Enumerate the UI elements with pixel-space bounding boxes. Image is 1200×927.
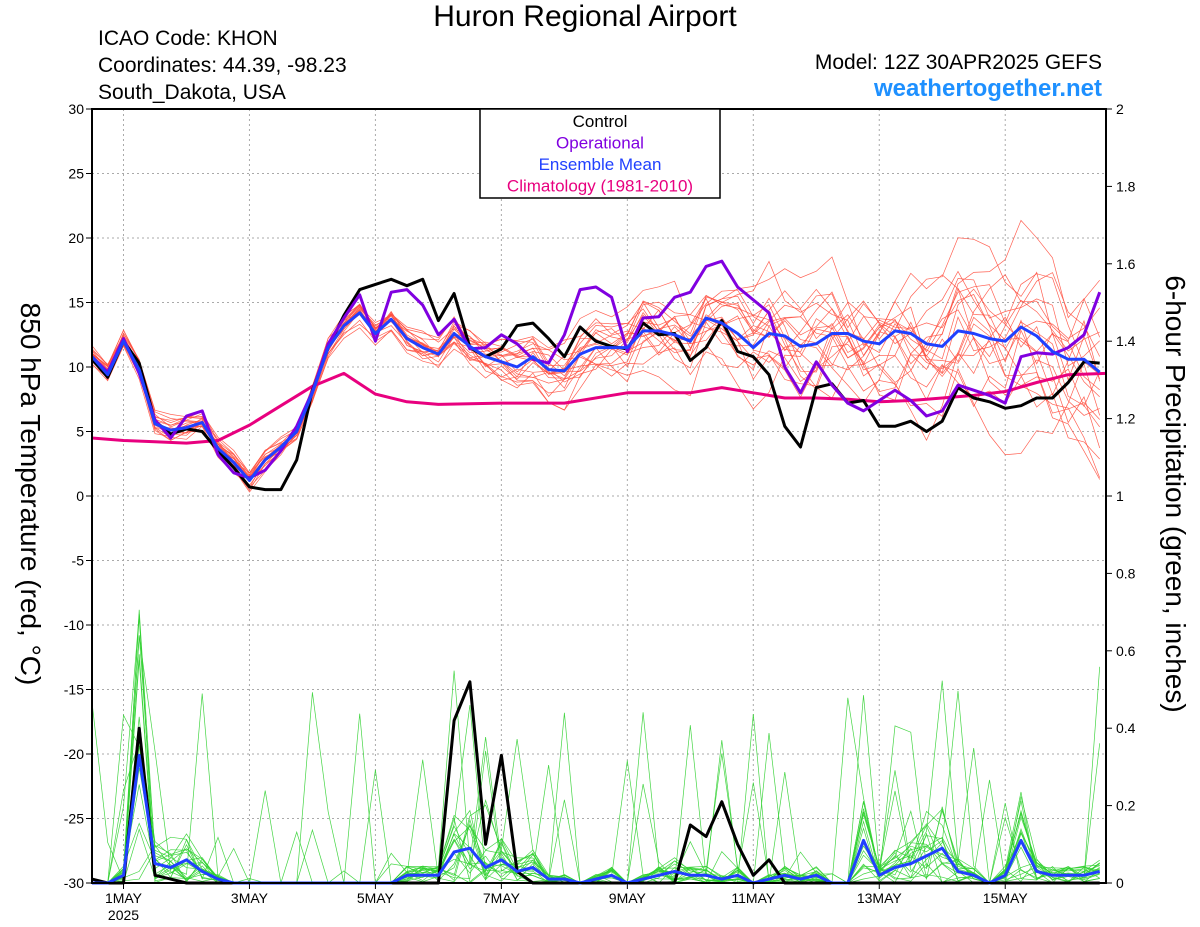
y2-tick-label: 0	[1116, 875, 1124, 891]
y-tick-label: -15	[64, 682, 84, 698]
x-tick-label: 13MAY	[857, 890, 903, 906]
ensemble-member-temp-line	[91, 272, 1100, 482]
y2-tick-label: 0.4	[1116, 720, 1136, 736]
x-tick-label: 3MAY	[231, 890, 269, 906]
ensemble-member-precip-line	[92, 670, 1100, 884]
y-tick-label: -10	[64, 617, 84, 633]
y2-tick-label: 1	[1116, 488, 1124, 504]
ensemble-member-temp-line	[91, 296, 1101, 480]
legend-entry: Control	[573, 112, 628, 131]
ensemble-member-precip-line	[92, 635, 1100, 884]
y2-tick-label: 0.2	[1116, 798, 1136, 814]
axis-ticks: 302520151050-5-10-15-20-25-3021.81.61.41…	[64, 101, 1136, 923]
y2-tick-label: 0.8	[1116, 565, 1136, 581]
coordinates-label: Coordinates: 44.39, -98.23	[98, 54, 347, 77]
ensemble-member-temp-line	[91, 270, 1101, 474]
ensemble-member-temp-line	[91, 295, 1101, 482]
ensemble-member-temp-line	[91, 302, 1100, 474]
ensemble-member-precip-line	[92, 666, 1101, 884]
ensemble-member-temp-line	[91, 294, 1100, 488]
ensemble-member-precip-line	[92, 770, 1100, 884]
series-lines	[90, 259, 1107, 885]
legend-box	[479, 108, 721, 199]
ensemble-mean-temp-line	[90, 311, 1101, 482]
x-tick-label: 9MAY	[609, 890, 647, 906]
y2-tick-label: 2	[1116, 101, 1124, 117]
y2-tick-label: 1.4	[1116, 333, 1136, 349]
ensemble-member-temp-line	[91, 274, 1100, 479]
ensemble-member-temp-line	[91, 256, 1101, 477]
y2-tick-label: 1.6	[1116, 256, 1136, 272]
ensemble-member-precip-line	[92, 693, 1100, 884]
model-run-label: Model: 12Z 30APR2025 GEFS	[814, 51, 1102, 74]
ensemble-member-temp-line	[91, 278, 1100, 493]
y-tick-label: -20	[64, 746, 84, 762]
y-tick-label: -30	[64, 875, 84, 891]
y2-tick-label: 0.6	[1116, 643, 1136, 659]
x-tick-sublabel: 2025	[108, 907, 139, 923]
legend-entry: Ensemble Mean	[539, 155, 662, 174]
legend-entry: Climatology (1981-2010)	[507, 177, 693, 196]
y-tick-label: 30	[68, 101, 84, 117]
ensemble-mean-precip-line	[92, 753, 1101, 885]
ensemble-member-temp-line	[91, 299, 1100, 479]
ensemble-members	[91, 219, 1101, 884]
x-tick-label: 7MAY	[483, 890, 521, 906]
ensemble-member-precip-line	[92, 690, 1100, 884]
y-tick-label: 15	[68, 295, 84, 311]
operational-temp-line	[90, 259, 1102, 480]
ensemble-member-temp-line	[91, 273, 1101, 476]
y-tick-label: 0	[76, 488, 84, 504]
y-tick-label: 5	[76, 424, 84, 440]
y-tick-label: -5	[72, 553, 85, 569]
website-credit: weathertogether.net	[873, 75, 1102, 102]
ensemble-member-precip-line	[92, 692, 1100, 884]
x-tick-label: 5MAY	[357, 890, 395, 906]
legend: Control Operational Ensemble Mean Climatolo…	[479, 108, 721, 199]
y-tick-label: 25	[68, 166, 84, 182]
y2-tick-label: 1.8	[1116, 178, 1136, 194]
ensemble-member-precip-line	[92, 636, 1100, 884]
icao-code-label: ICAO Code: KHON	[98, 27, 278, 50]
x-tick-label: 11MAY	[731, 890, 775, 906]
grid-lines	[92, 109, 1106, 883]
y-tick-label: 10	[68, 359, 84, 375]
climatology-temp-line	[91, 371, 1107, 445]
y-tick-label: 20	[68, 230, 84, 246]
x-tick-label: 1MAY	[105, 890, 143, 906]
y-tick-label: -25	[64, 811, 84, 827]
control-temp-line	[90, 277, 1100, 492]
ensemble-member-temp-line	[91, 297, 1101, 482]
region-label: South_Dakota, USA	[98, 81, 286, 104]
legend-entry: Operational	[556, 134, 644, 153]
chart-title: Huron Regional Airport	[433, 0, 737, 33]
y2-tick-label: 1.2	[1116, 411, 1136, 427]
x-tick-label: 15MAY	[983, 890, 1029, 906]
